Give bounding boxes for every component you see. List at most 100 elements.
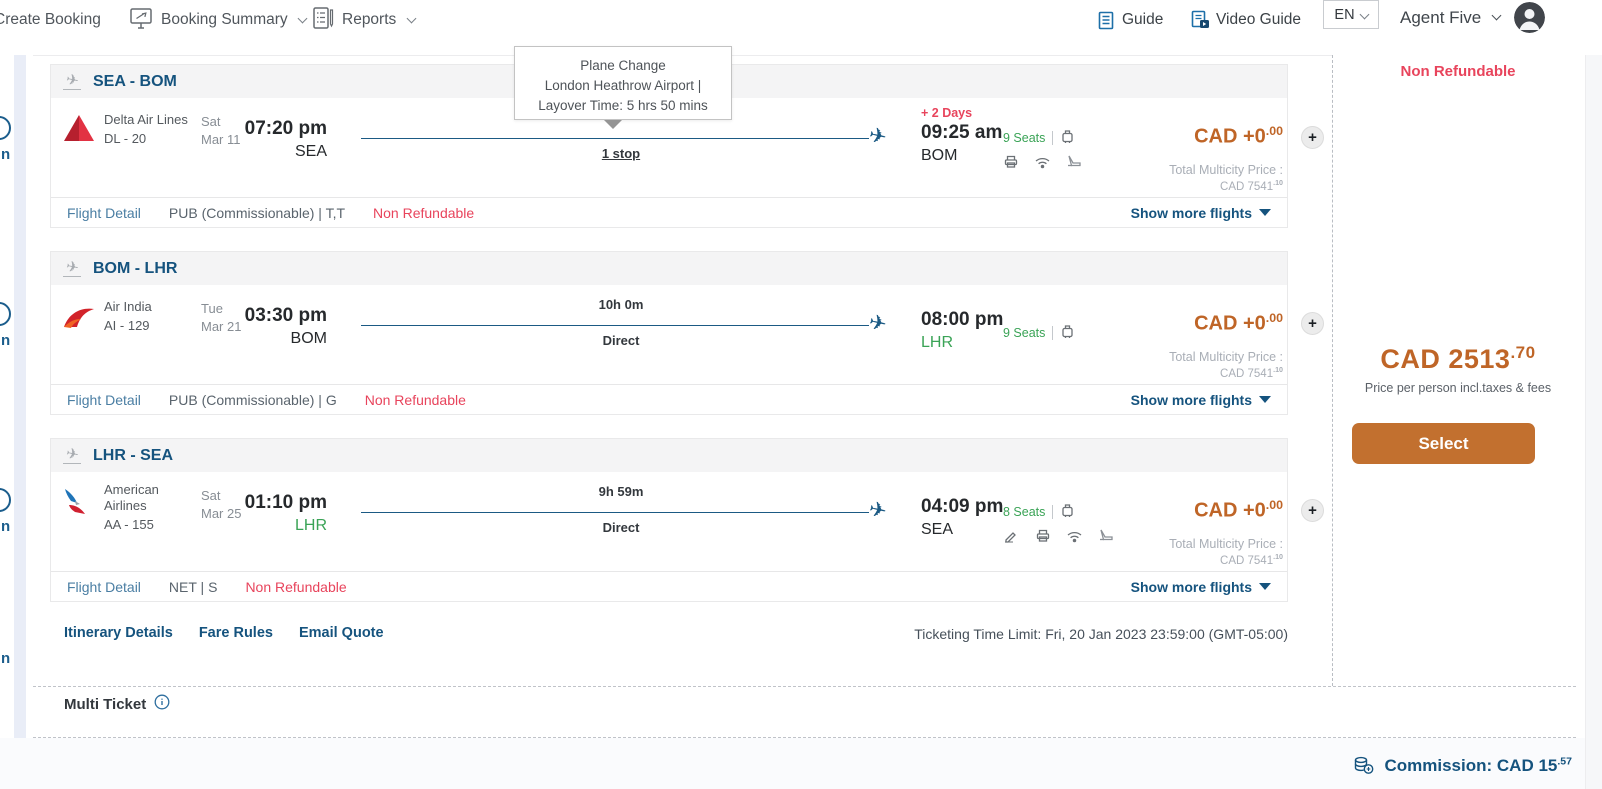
triangle-down-icon xyxy=(1259,209,1271,216)
price-sidebar: Non Refundable xyxy=(1333,55,1583,80)
bottom-band xyxy=(0,738,1585,789)
seats-count: 9 Seats xyxy=(1003,130,1046,145)
fare-basis: PUB (Commissionable) | G xyxy=(168,391,337,408)
seats-amenities: 8 Seats xyxy=(1003,502,1115,548)
wifi-icon xyxy=(1066,529,1083,548)
seats-count: 8 Seats xyxy=(1003,504,1046,519)
arrival-block: 04:09 pm SEA xyxy=(921,496,1003,539)
commission-cents: .57 xyxy=(1557,755,1572,768)
airline-logo-delta-icon xyxy=(61,113,97,147)
nav-booking-summary-label: Booking Summary xyxy=(161,11,288,28)
seat-recline-icon xyxy=(1098,528,1115,548)
flight-card-bom-lhr: ✈ BOM - LHR Air India AI - 129 Tue Mar 2… xyxy=(50,251,1288,415)
divider xyxy=(1052,130,1054,145)
left-scroll-strip[interactable] xyxy=(14,55,26,789)
segment-header: ✈ BOM - LHR xyxy=(51,252,1287,285)
info-icon[interactable] xyxy=(154,694,170,714)
select-button[interactable]: Select xyxy=(1352,423,1535,464)
airline-name: American Airlines xyxy=(104,482,159,513)
departure-airport: BOM xyxy=(290,330,327,347)
top-navbar: Create Booking Booking Summary Reports G… xyxy=(0,0,1602,45)
nav-booking-summary[interactable]: Booking Summary xyxy=(161,11,308,29)
seats-count: 9 Seats xyxy=(1003,325,1046,340)
nav-guide[interactable]: Guide xyxy=(1122,11,1164,28)
arrival-time: 04:09 pm xyxy=(921,496,1004,517)
total-price-label: Total Multicity Price : xyxy=(1169,349,1283,364)
flight-detail-link[interactable]: Flight Detail xyxy=(67,204,141,221)
airline-logo-american-icon xyxy=(61,487,97,521)
nav-video-guide[interactable]: Video Guide xyxy=(1216,11,1302,28)
nav-create-booking[interactable]: Create Booking xyxy=(0,11,101,28)
total-price-value: CAD 7541.10 xyxy=(1220,365,1283,380)
flight-card-lhr-sea: ✈ LHR - SEA American Airlines AA - 155 S… xyxy=(50,438,1288,602)
flight-number: DL - 20 xyxy=(104,131,147,146)
printer-icon xyxy=(1035,528,1051,548)
dashed-divider xyxy=(33,737,1576,738)
flight-detail-link[interactable]: Flight Detail xyxy=(67,578,141,595)
avatar[interactable] xyxy=(1514,2,1545,33)
email-quote-link[interactable]: Email Quote xyxy=(298,625,384,641)
flight-day: Tue xyxy=(201,301,223,316)
multi-ticket-label: Multi Ticket xyxy=(64,694,170,714)
departure-block: 01:10 pm LHR xyxy=(211,492,327,535)
flight-date: Sat Mar 11 xyxy=(201,113,241,149)
total-price-value: CAD 7541.10 xyxy=(1220,552,1283,567)
flight-detail-link[interactable]: Flight Detail xyxy=(67,391,141,408)
divider xyxy=(1052,504,1054,519)
flight-date-value: Mar 21 xyxy=(201,319,242,334)
cutoff-text: n xyxy=(1,518,11,535)
arrival-time: 09:25 am xyxy=(921,122,1003,143)
tooltip-caret xyxy=(604,120,622,129)
itinerary-details-link[interactable]: Itinerary Details xyxy=(64,625,173,641)
total-price-label: Total Multicity Price : xyxy=(1169,536,1283,551)
price-note: Price per person incl.taxes & fees xyxy=(1364,381,1552,395)
flight-row: Air India AI - 129 Tue Mar 21 03:30 pm B… xyxy=(51,285,1287,384)
show-more-flights[interactable]: Show more flights xyxy=(1131,392,1271,408)
language-select[interactable]: EN xyxy=(1323,0,1379,29)
commission-text: Commission: CAD 15 xyxy=(1384,756,1558,775)
arrival-airport: LHR xyxy=(921,334,954,351)
cutoff-text: n xyxy=(1,146,11,163)
booking-summary-icon xyxy=(128,5,154,37)
itinerary-links: Itinerary Details Fare Rules Email Quote xyxy=(64,625,384,641)
flight-date-value: Mar 25 xyxy=(201,506,242,521)
chevron-down-icon xyxy=(406,13,417,24)
flight-card-footer: Flight Detail NET | S Non Refundable Sho… xyxy=(51,571,1287,601)
stops-label-wrap: 1 stop xyxy=(521,146,721,161)
agent-menu[interactable]: Agent Five xyxy=(1400,8,1502,28)
show-more-flights[interactable]: Show more flights xyxy=(1131,579,1271,595)
sidebar-total-price: CAD 2513.70 xyxy=(1380,343,1536,374)
chevron-down-icon xyxy=(1359,9,1370,20)
price-delta: CAD +0.00 xyxy=(1194,124,1283,148)
cutoff-circle-icon xyxy=(0,488,11,512)
ticketing-time-limit: Ticketing Time Limit: Fri, 20 Jan 2023 2… xyxy=(914,626,1288,642)
scrollbar[interactable] xyxy=(1585,55,1602,789)
refundability: Non Refundable xyxy=(364,391,466,408)
signature-pen-icon xyxy=(1003,528,1020,548)
total-price-value: CAD 7541.10 xyxy=(1220,178,1283,193)
add-flight-button[interactable]: + xyxy=(1301,499,1324,522)
dashed-divider xyxy=(33,686,1576,687)
nav-reports-label: Reports xyxy=(342,11,397,28)
total-price-label: Total Multicity Price : xyxy=(1169,162,1283,177)
stops-link[interactable]: 1 stop xyxy=(601,146,641,161)
price-block: CAD +0.00 Total Multicity Price : CAD 75… xyxy=(1081,124,1283,192)
arrival-block: 08:00 pm LHR xyxy=(921,309,1003,352)
divider xyxy=(1052,325,1054,340)
add-flight-button[interactable]: + xyxy=(1301,126,1324,149)
fare-basis: PUB (Commissionable) | T,T xyxy=(168,204,346,221)
price-block: CAD +0.00 Total Multicity Price : CAD 75… xyxy=(1081,311,1283,379)
tooltip-layover: Layover Time: 5 hrs 50 mins xyxy=(538,98,708,113)
flight-path-line xyxy=(361,325,869,326)
baggage-icon xyxy=(1060,128,1075,147)
show-more-flights[interactable]: Show more flights xyxy=(1131,205,1271,221)
flight-segment-icon: ✈ xyxy=(63,443,81,465)
layover-tooltip: Plane Change London Heathrow Airport | L… xyxy=(514,46,732,120)
departure-block: 03:30 pm BOM xyxy=(211,305,327,348)
cutoff-circle-icon xyxy=(0,116,11,140)
baggage-icon xyxy=(1060,502,1075,521)
seats-amenities: 9 Seats xyxy=(1003,323,1075,342)
add-flight-button[interactable]: + xyxy=(1301,312,1324,335)
nav-reports[interactable]: Reports xyxy=(342,11,417,29)
fare-rules-link[interactable]: Fare Rules xyxy=(198,625,273,641)
